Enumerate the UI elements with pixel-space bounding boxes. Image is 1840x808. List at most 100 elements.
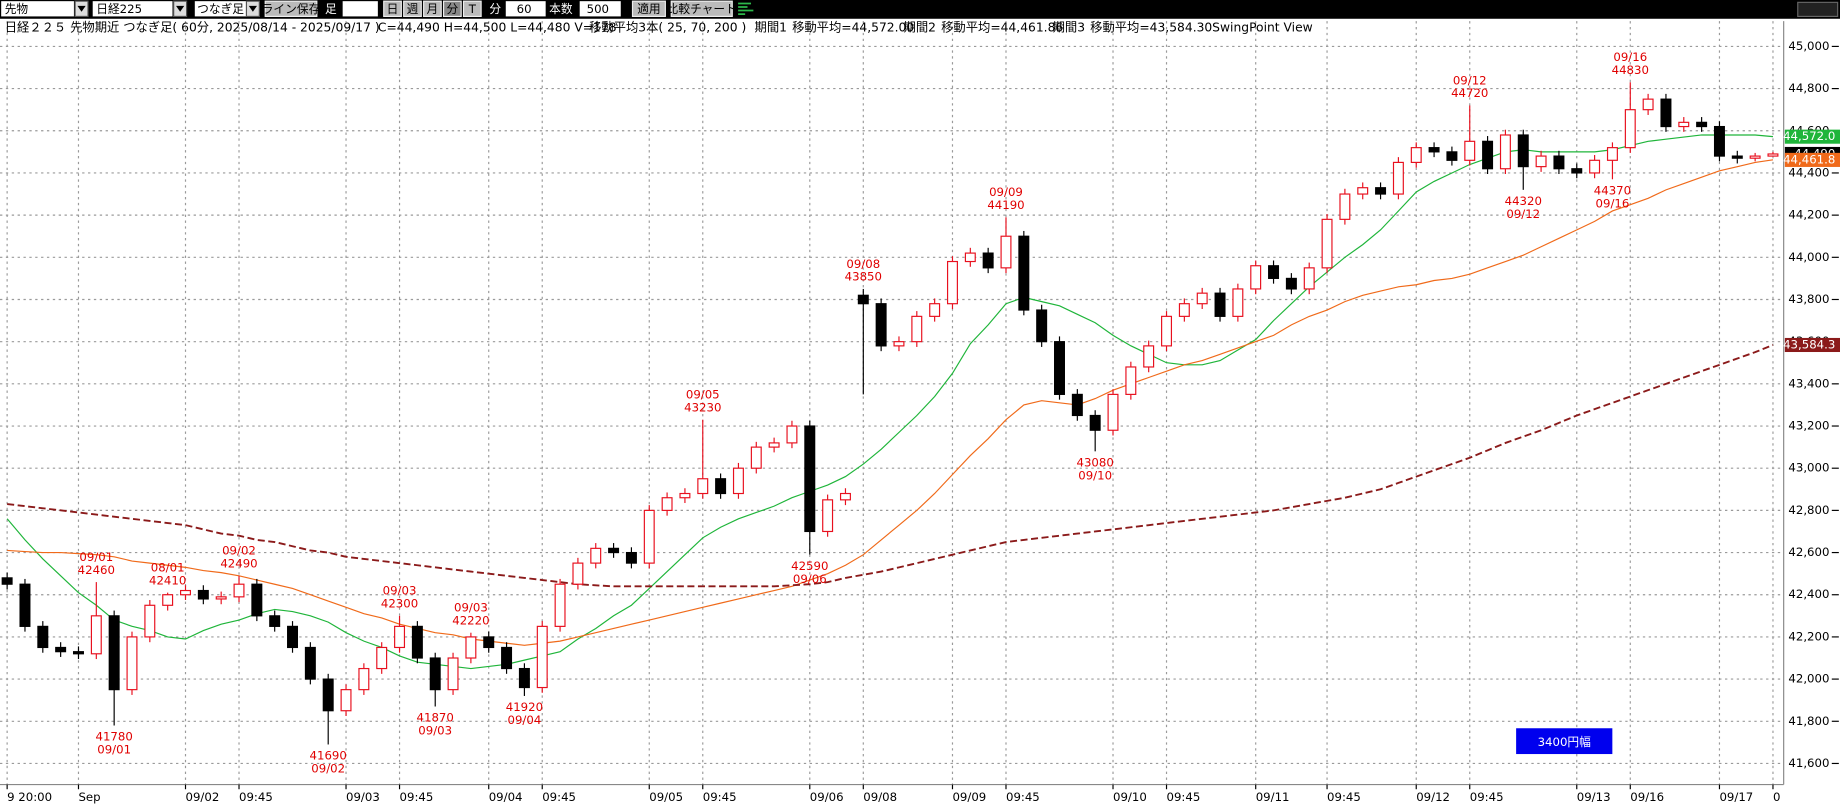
candle-body bbox=[1036, 309, 1048, 343]
price-tag bbox=[1784, 129, 1840, 144]
candle-body bbox=[322, 678, 334, 712]
swing-date: 09/12 bbox=[1506, 207, 1540, 221]
swing-date: 09/04 bbox=[508, 713, 542, 727]
legend-name: 期間3 bbox=[1053, 21, 1085, 35]
candle-body bbox=[1214, 292, 1226, 317]
select[interactable] bbox=[1, 1, 74, 17]
swing-price: 42590 bbox=[791, 559, 828, 573]
y-tick-label: 42,800 bbox=[1788, 503, 1829, 517]
period-button[interactable] bbox=[383, 0, 402, 18]
symbol[interactable]: 日経225 bbox=[96, 2, 142, 16]
input[interactable] bbox=[342, 1, 378, 17]
candle-body bbox=[340, 689, 352, 712]
legend-name: 期間1 bbox=[755, 21, 787, 35]
candle-body bbox=[1196, 292, 1208, 305]
candle-body bbox=[1624, 109, 1636, 149]
period[interactable]: T bbox=[468, 2, 477, 16]
select[interactable] bbox=[92, 1, 173, 17]
x-tick-label: 9 20:00 bbox=[7, 790, 52, 804]
candle-body bbox=[411, 625, 423, 659]
candle-body bbox=[376, 646, 388, 670]
button[interactable] bbox=[631, 0, 666, 18]
legend-label: 移動平均=44,572.00 bbox=[792, 21, 914, 35]
button[interactable] bbox=[264, 0, 318, 18]
swing-date: 09/06 bbox=[793, 572, 827, 586]
candle-body bbox=[554, 583, 566, 627]
period-button[interactable] bbox=[462, 0, 482, 18]
chart-title: 日経２２５ 先物期近 つなぎ足( 60分, 2025/08/14 - 2025/… bbox=[5, 21, 380, 35]
x-tick-label: 09:45 bbox=[703, 790, 737, 804]
apply-button[interactable]: 適用 bbox=[637, 2, 660, 16]
swing-date: 09/16 bbox=[1613, 50, 1647, 64]
count[interactable]: 500 bbox=[587, 2, 609, 16]
candle-body bbox=[911, 315, 923, 343]
x-tick-label: 09/17 bbox=[1719, 790, 1753, 804]
input[interactable] bbox=[579, 1, 621, 17]
x-tick-label: 09/03 bbox=[346, 790, 380, 804]
swing-date: 09/02 bbox=[311, 762, 345, 776]
input[interactable] bbox=[505, 1, 546, 17]
candle-body bbox=[1375, 187, 1387, 195]
swing-date: 09/01 bbox=[97, 743, 131, 757]
swing-price: 42460 bbox=[78, 563, 115, 577]
period[interactable]: 日 bbox=[387, 2, 399, 16]
candle-body bbox=[1606, 147, 1618, 161]
candle-body bbox=[1678, 121, 1690, 128]
candle-body bbox=[732, 467, 744, 495]
x-tick-label: 09:45 bbox=[1006, 790, 1040, 804]
x-tick-label: 09:45 bbox=[1167, 790, 1201, 804]
period[interactable]: 分 bbox=[447, 2, 459, 16]
swing-price: 44190 bbox=[987, 198, 1024, 212]
price-tag bbox=[1784, 337, 1840, 353]
period-button[interactable] bbox=[423, 0, 442, 18]
x-tick-label: 09:45 bbox=[1470, 790, 1504, 804]
period-button[interactable] bbox=[403, 0, 422, 18]
candle-body bbox=[1000, 235, 1012, 269]
period-button-active[interactable] bbox=[442, 0, 462, 18]
candle-body bbox=[1125, 366, 1137, 395]
dropdown-arrow bbox=[176, 5, 185, 12]
candle-body bbox=[1268, 265, 1280, 279]
swing-price: 42490 bbox=[220, 557, 257, 571]
candle-body bbox=[1410, 147, 1422, 163]
interval[interactable]: 60 bbox=[517, 2, 532, 16]
compare-button[interactable]: 比較チャート bbox=[667, 2, 737, 16]
candle-body bbox=[1250, 265, 1262, 290]
icon[interactable] bbox=[1797, 1, 1839, 18]
period[interactable]: 月 bbox=[427, 2, 439, 16]
candle-body bbox=[536, 625, 548, 689]
swing-price: 43080 bbox=[1077, 456, 1114, 470]
swing-date: 09/16 bbox=[1596, 196, 1630, 210]
toolbar: 先物 日経225 つなぎ足 ライン保存 足 日 週 月 分 T 分 60 本数 … bbox=[0, 0, 1840, 19]
candle-body bbox=[55, 646, 67, 653]
candle-body bbox=[697, 478, 709, 495]
candle-body bbox=[572, 562, 584, 585]
save-button[interactable]: ライン保存 bbox=[262, 2, 321, 16]
legend-name: 期間2 bbox=[904, 21, 936, 35]
x-tick-label: 09/05 bbox=[649, 790, 683, 804]
period[interactable]: 週 bbox=[407, 2, 419, 16]
x-tick-label: Sep bbox=[78, 790, 100, 804]
swing-price: 44720 bbox=[1451, 86, 1488, 100]
button[interactable] bbox=[670, 0, 733, 18]
x-tick-label: 09:45 bbox=[400, 790, 434, 804]
unit-label: 分 bbox=[489, 2, 501, 16]
candle-body bbox=[964, 252, 976, 263]
candle-body bbox=[287, 625, 299, 649]
dropdown-arrow bbox=[248, 5, 257, 12]
candle-body bbox=[1571, 168, 1583, 174]
candle-body bbox=[929, 303, 941, 317]
swing-price: 41690 bbox=[310, 749, 347, 763]
market[interactable]: 先物 bbox=[5, 2, 29, 16]
candle-body bbox=[608, 547, 620, 554]
y-tick-label: 41,600 bbox=[1788, 756, 1829, 770]
candle-body bbox=[180, 589, 191, 596]
candle-body bbox=[946, 260, 958, 305]
ma-caption: 移動平均3本( 25, 70, 200 ) bbox=[589, 21, 746, 35]
candle-body bbox=[1303, 267, 1315, 290]
swing-date: 09/09 bbox=[989, 185, 1023, 199]
moving-average bbox=[7, 344, 1774, 588]
mode[interactable]: つなぎ足 bbox=[197, 2, 244, 16]
icon[interactable] bbox=[738, 2, 754, 15]
select[interactable] bbox=[194, 1, 247, 17]
